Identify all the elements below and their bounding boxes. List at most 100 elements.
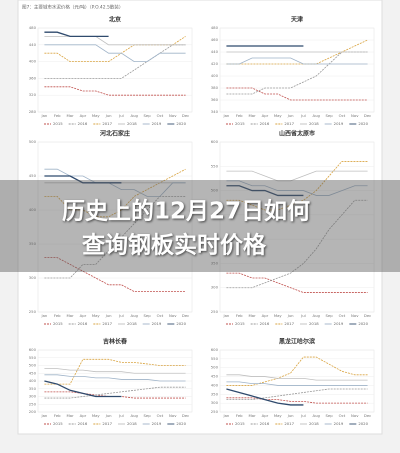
x-tick-label: Sep [326, 313, 334, 318]
x-tick-label: Nov [169, 413, 177, 418]
x-tick-label: Feb [54, 113, 61, 118]
legend-label: 2018 [309, 321, 319, 326]
y-tick-label: 250 [29, 401, 37, 406]
series-line [226, 170, 368, 182]
x-tick-label: Jan [40, 313, 47, 318]
x-tick-label: Aug [313, 313, 321, 318]
x-tick-label: Nov [351, 313, 359, 318]
x-tick-label: Mar [248, 313, 256, 318]
series-line [226, 388, 368, 400]
y-tick-label: 400 [29, 59, 37, 64]
legend-label: 2017 [102, 421, 112, 426]
y-tick-label: 440 [29, 42, 37, 47]
x-tick-label: Aug [313, 113, 321, 118]
x-tick-label: Mar [66, 313, 74, 318]
x-tick-label: Oct [157, 313, 164, 318]
legend-label: 2015 [235, 421, 245, 426]
y-tick-label: 300 [29, 275, 37, 280]
panel-title: 吉林长春 [103, 338, 128, 346]
legend-label: 2015 [235, 321, 245, 326]
series-line [44, 86, 186, 96]
x-tick-label: Aug [131, 413, 139, 418]
x-tick-label: Jan [40, 113, 47, 118]
y-tick-label: 400 [211, 236, 219, 241]
y-tick-label: 600 [211, 139, 219, 144]
y-tick-label: 300 [211, 285, 219, 290]
legend-label: 2016 [260, 121, 270, 126]
x-tick-label: Sep [144, 113, 152, 118]
legend-label: 2017 [284, 421, 294, 426]
series-line [44, 380, 122, 398]
legend-label: 2017 [284, 121, 294, 126]
x-tick-label: Oct [157, 413, 164, 418]
x-tick-label: Oct [339, 113, 346, 118]
legend-label: 2015 [53, 321, 63, 326]
overlay-title-line2: 查询钢板实时价格 [82, 232, 267, 259]
x-tick-label: May [274, 313, 283, 318]
y-tick-label: 350 [211, 260, 219, 265]
series-line [44, 31, 109, 38]
y-tick-label: 600 [29, 347, 37, 352]
x-tick-label: Jul [118, 413, 124, 418]
x-tick-label: Oct [339, 413, 346, 418]
y-tick-label: 480 [211, 25, 219, 30]
x-tick-label: Mar [248, 413, 256, 418]
x-tick-label: Nov [351, 113, 359, 118]
series-line [226, 397, 368, 404]
series-line [226, 57, 368, 65]
series-line [44, 196, 186, 279]
series-line [44, 358, 186, 385]
x-tick-label: Jan [222, 413, 229, 418]
legend-label: 2018 [127, 321, 137, 326]
y-tick-label: 400 [29, 378, 37, 383]
series-line [226, 374, 368, 381]
x-tick-label: Jul [300, 113, 306, 118]
y-tick-label: 350 [211, 391, 219, 396]
x-tick-label: Oct [339, 313, 346, 318]
y-tick-label: 460 [211, 37, 219, 42]
y-tick-label: 550 [29, 355, 37, 360]
legend-label: 2018 [309, 121, 319, 126]
x-tick-label: Apr [262, 113, 269, 118]
series-line [44, 368, 186, 374]
y-tick-label: 480 [29, 25, 37, 30]
legend-label: 2016 [260, 421, 270, 426]
series-line [44, 168, 186, 218]
x-tick-label: Mar [66, 413, 74, 418]
series-line [226, 39, 368, 65]
x-tick-label: Dec [182, 313, 189, 318]
legend-label: 2020 [358, 421, 368, 426]
x-tick-label: Feb [54, 313, 61, 318]
y-tick-label: 420 [211, 61, 219, 66]
y-tick-label: 450 [211, 212, 219, 217]
y-tick-label: 500 [211, 365, 219, 370]
series-line [226, 180, 368, 196]
x-tick-label: Aug [313, 413, 321, 418]
legend-label: 2018 [309, 421, 319, 426]
x-tick-label: May [92, 313, 101, 318]
x-tick-label: Feb [54, 413, 61, 418]
y-tick-label: 550 [211, 356, 219, 361]
x-tick-label: Feb [236, 313, 243, 318]
series-line [44, 36, 186, 62]
legend-label: 2020 [358, 121, 368, 126]
panel-title: 天津 [291, 16, 303, 24]
y-tick-label: 450 [211, 374, 219, 379]
y-tick-label: 500 [29, 363, 37, 368]
legend-label: 2017 [102, 321, 112, 326]
y-tick-label: 450 [29, 370, 37, 375]
x-tick-label: Nov [169, 313, 177, 318]
series-line [226, 381, 368, 386]
legend-label: 2015 [53, 421, 63, 426]
legend-label: 2020 [176, 321, 186, 326]
panel-title: 北京 [109, 16, 121, 24]
legend-label: 2018 [127, 421, 137, 426]
x-tick-label: Apr [80, 413, 87, 418]
legend-label: 2019 [334, 421, 344, 426]
series-line [226, 388, 304, 406]
y-tick-label: 500 [29, 139, 37, 144]
legend-label: 2019 [152, 321, 162, 326]
x-tick-label: Dec [364, 413, 371, 418]
legend-label: 2019 [152, 121, 162, 126]
